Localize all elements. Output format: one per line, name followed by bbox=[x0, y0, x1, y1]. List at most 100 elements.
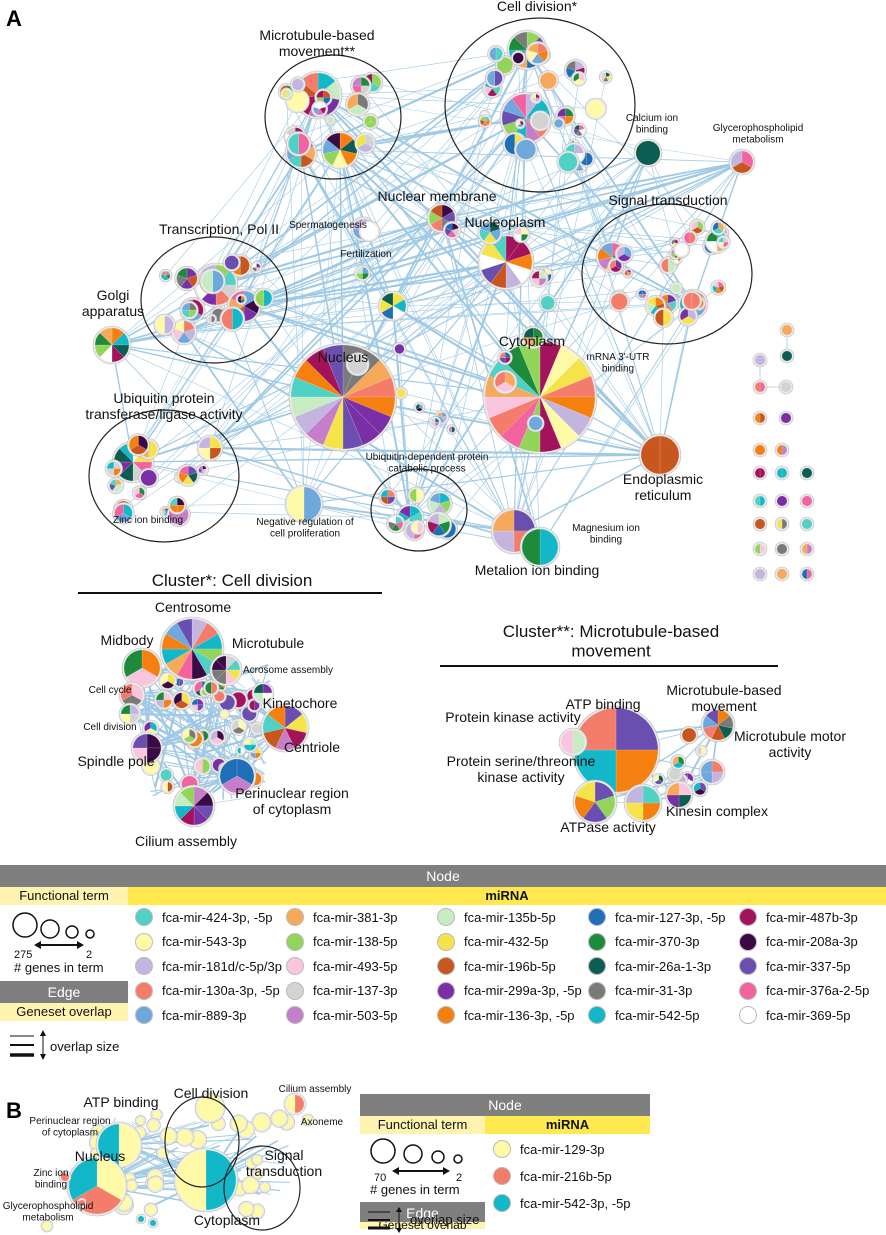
node-b-small bbox=[135, 1213, 147, 1225]
term-node bbox=[512, 225, 531, 244]
overlap-edge bbox=[387, 152, 649, 498]
mirna-name: fca-mir-493-5p bbox=[313, 958, 398, 974]
term-node bbox=[205, 313, 218, 325]
overlap-edge bbox=[339, 149, 698, 228]
term-node bbox=[679, 725, 699, 745]
term-node bbox=[112, 502, 135, 525]
term-node bbox=[250, 1153, 263, 1166]
node-cilium bbox=[172, 784, 216, 828]
ellipse-transcription bbox=[140, 236, 288, 364]
term-node bbox=[219, 306, 246, 332]
node-cell-cycle bbox=[118, 681, 146, 709]
term-node bbox=[446, 424, 458, 435]
mirna-color-swatch bbox=[286, 1006, 304, 1024]
mirna-name: fca-mir-129-3p bbox=[520, 1141, 605, 1157]
node-b-cytoplasm bbox=[173, 1147, 239, 1213]
term-label: Microtubule motor activity bbox=[734, 728, 846, 760]
term-label: Cytoplasm bbox=[194, 1212, 260, 1228]
mirna-name: fca-mir-376a-2-5p bbox=[766, 983, 870, 998]
mirna-legend-item: fca-mir-135b-5p bbox=[437, 908, 556, 926]
mirna-name: fca-mir-137-3p bbox=[313, 983, 398, 998]
term-label: Metalion ion binding bbox=[475, 562, 600, 578]
term-label: Microtubule-based movement** bbox=[259, 27, 374, 59]
term-node bbox=[196, 463, 209, 477]
mirna-color-swatch bbox=[493, 1194, 511, 1212]
mirna-color-swatch bbox=[739, 1006, 757, 1024]
mirna-color-swatch bbox=[135, 981, 153, 1000]
term-node bbox=[179, 300, 199, 320]
term-node bbox=[235, 745, 247, 757]
term-node bbox=[529, 268, 549, 288]
term-node bbox=[681, 290, 703, 312]
term-label: Midbody bbox=[101, 632, 154, 648]
mirna-name: fca-mir-381-3p bbox=[313, 909, 398, 925]
mirna-legend-item: fca-mir-432-5p bbox=[437, 932, 549, 951]
term-label: Cilium assembly bbox=[279, 1084, 352, 1095]
node-b-small bbox=[58, 1170, 72, 1184]
overlap-edge bbox=[538, 278, 661, 456]
mirna-legend-item: fca-mir-369-5p bbox=[739, 1006, 851, 1024]
term-node bbox=[203, 679, 220, 697]
term-node bbox=[286, 131, 312, 157]
term-node bbox=[125, 1179, 139, 1193]
term-node bbox=[235, 293, 248, 306]
term-label: Zinc ion binding bbox=[113, 515, 183, 526]
term-label: Nuclear membrane bbox=[377, 188, 496, 204]
term-node bbox=[378, 487, 398, 507]
term-node bbox=[241, 1175, 260, 1195]
isolated-node bbox=[799, 516, 815, 532]
term-label: Cilium assembly bbox=[135, 833, 237, 849]
term-node bbox=[107, 477, 125, 495]
term-label: Spindle pole bbox=[77, 753, 154, 769]
mirna-legend-item: fca-mir-370-3p bbox=[588, 932, 700, 951]
mirna-color-swatch bbox=[588, 1006, 606, 1024]
mirna-name: fca-mir-424-3p, -5p bbox=[162, 909, 273, 925]
node-cytoplasm bbox=[482, 339, 598, 455]
mirna-color-swatch bbox=[135, 932, 153, 951]
overlap-edge bbox=[243, 305, 661, 456]
term-label: Kinesin complex bbox=[666, 803, 768, 819]
overlap-edge bbox=[111, 78, 495, 346]
mirna-legend-item: fca-mir-889-3p bbox=[135, 1006, 247, 1024]
term-node bbox=[270, 1109, 289, 1128]
mirna-color-swatch bbox=[437, 1006, 455, 1024]
term-node bbox=[146, 1118, 161, 1133]
mirna-legend-item: fca-mir-130a-3p, -5p bbox=[135, 981, 280, 1000]
isolated-node bbox=[752, 379, 768, 395]
node-neg-reg bbox=[284, 484, 324, 524]
overlap-edge bbox=[132, 461, 305, 505]
mirna-legend-item: fca-mir-299a-3p, -5p bbox=[437, 981, 582, 1000]
overlap-edge bbox=[317, 94, 507, 263]
isolated-node bbox=[774, 465, 790, 481]
ellipse-microtubule-movement bbox=[264, 54, 402, 180]
mirna-color-swatch bbox=[588, 981, 606, 1000]
legend-b-edge-header: Edge bbox=[360, 1202, 485, 1224]
mirna-name: fca-mir-487b-3p bbox=[766, 909, 858, 925]
term-label: Signal transduction bbox=[246, 1147, 322, 1179]
node-ubiquitin-b bbox=[196, 434, 224, 462]
mirna-name: fca-mir-216b-5p bbox=[520, 1168, 612, 1184]
mirna-legend-item: fca-mir-31-3p bbox=[588, 981, 693, 1000]
overlap-edge bbox=[409, 144, 516, 519]
mirna-name: fca-mir-31-3p bbox=[615, 983, 693, 998]
term-node bbox=[251, 1168, 264, 1180]
overlap-edge bbox=[357, 117, 527, 365]
mirna-color-swatch bbox=[739, 932, 757, 951]
term-node bbox=[653, 307, 674, 329]
overlap-edge bbox=[123, 117, 527, 510]
overlap-edge bbox=[513, 454, 661, 532]
term-label: ATPase activity bbox=[560, 819, 655, 835]
overlap-edge bbox=[300, 152, 305, 505]
term-node bbox=[413, 401, 426, 414]
term-node bbox=[158, 268, 173, 283]
node-b-cilium bbox=[283, 1092, 307, 1116]
term-label: Protein kinase activity bbox=[445, 709, 580, 725]
term-node bbox=[394, 386, 408, 400]
node-protein-kinase bbox=[558, 727, 588, 757]
node-mt-movement bbox=[700, 707, 736, 743]
mirna-name: fca-mir-543-3p bbox=[162, 934, 247, 949]
overlap-edge bbox=[132, 454, 661, 463]
term-node bbox=[622, 267, 634, 279]
mirna-color-swatch bbox=[286, 957, 304, 975]
overlap-edge bbox=[300, 152, 507, 263]
